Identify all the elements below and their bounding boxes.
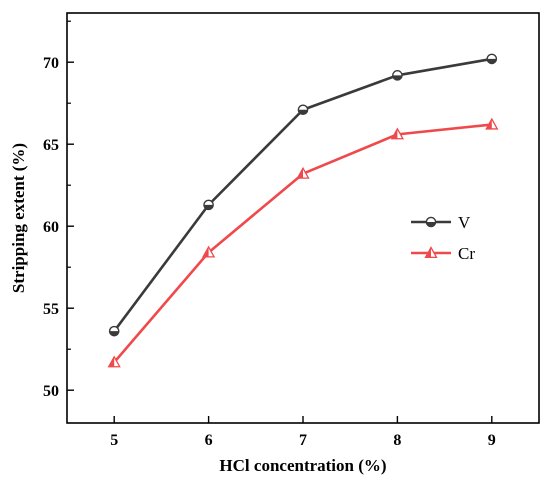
y-tick-label: 60 (43, 219, 59, 236)
data-point-v (486, 53, 498, 65)
legend: V Cr (411, 213, 475, 263)
x-axis-title: HCl concentration (%) (219, 456, 386, 475)
legend-marker-cr (424, 246, 438, 259)
y-tick-label: 70 (43, 55, 59, 72)
data-point-cr (485, 117, 499, 130)
x-tick-label: 9 (488, 432, 496, 449)
data-point-v (297, 104, 309, 116)
x-tick-label: 6 (205, 432, 213, 449)
x-tick-label: 8 (393, 432, 401, 449)
data-point-cr (107, 355, 121, 368)
y-axis-title: Stripping extent (%) (9, 143, 28, 293)
y-tick-label: 50 (43, 383, 59, 400)
series-layer (107, 53, 499, 368)
x-axis-ticks: 5 6 7 8 9 (110, 416, 496, 449)
series-line-v (113, 57, 493, 332)
x-tick-label: 5 (110, 432, 118, 449)
data-point-cr (201, 245, 216, 258)
legend-label-v: V (458, 213, 471, 232)
data-point-cr (296, 166, 310, 179)
y-tick-label: 55 (43, 301, 59, 318)
data-point-v (203, 199, 214, 211)
data-point-v (392, 70, 403, 81)
y-tick-label: 65 (43, 137, 59, 154)
legend-marker-v (425, 216, 437, 228)
data-point-cr (390, 127, 405, 140)
legend-label-cr: Cr (458, 244, 475, 263)
y-axis-ticks: 50 55 60 65 70 (43, 20, 74, 400)
x-tick-label: 7 (299, 432, 307, 449)
series-line-cr (113, 123, 492, 364)
data-point-v (108, 325, 120, 337)
